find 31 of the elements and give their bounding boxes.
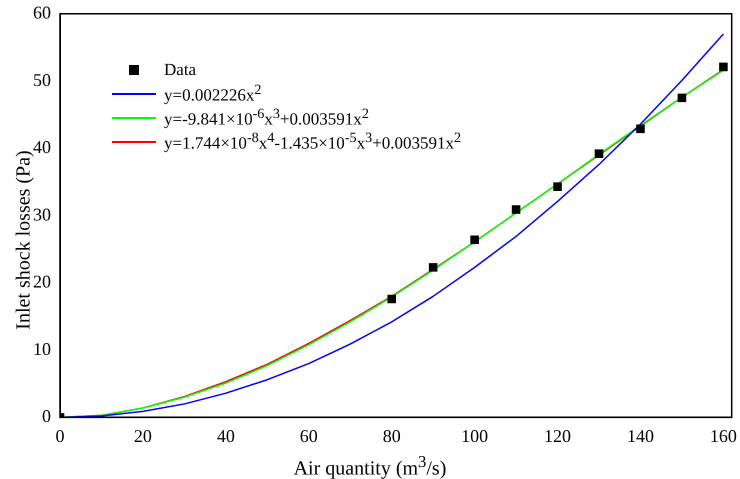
- x-tick-label: 60: [300, 426, 318, 446]
- point: [512, 205, 520, 214]
- y-tick-label: 10: [33, 338, 51, 359]
- legend-label: y=-9.841×10$^{-6}$x$^{3}$+0.003591x$^{2}$: [164, 106, 369, 130]
- text: y=1.744×10$^{-8}$x$^{4}$-1.435×10$^{-5}$x$^{3}$+0.003591x$^{2}$: [164, 130, 462, 153]
- point: [594, 149, 604, 158]
- x-axis-title: Air quantity (m$^{3}$/s): [292, 452, 448, 479]
- point: [470, 236, 479, 244]
- x-tick-label: 20: [134, 426, 152, 446]
- point: [387, 294, 396, 304]
- x-tick-label: 0: [56, 426, 64, 446]
- point: [428, 263, 438, 272]
- point: [636, 124, 645, 134]
- x-tick-label: 80: [382, 426, 401, 446]
- y-tick-label: 20: [33, 272, 51, 292]
- x-tick-label: 160: [710, 426, 737, 446]
- legend-label: y=0.002226x$^{2}$: [164, 82, 262, 106]
- y-tick-label: 30: [33, 204, 51, 224]
- legend-label: Data: [164, 60, 196, 80]
- point: [719, 62, 728, 72]
- x-tick-label: 40: [216, 426, 235, 446]
- y-tick-label: 50: [33, 70, 51, 90]
- y-tick-label: 0: [42, 406, 51, 426]
- x-tick-label: 120: [544, 426, 572, 446]
- y-tick-label: 60: [33, 2, 51, 23]
- x-tick-label: 100: [461, 426, 488, 446]
- x-tick-label: 140: [626, 426, 654, 446]
- y-axis-title: Inlet shock losses (Pa): [12, 150, 34, 330]
- y-tick-label: 40: [33, 137, 51, 158]
- point: [678, 94, 686, 102]
- point: [553, 182, 562, 191]
